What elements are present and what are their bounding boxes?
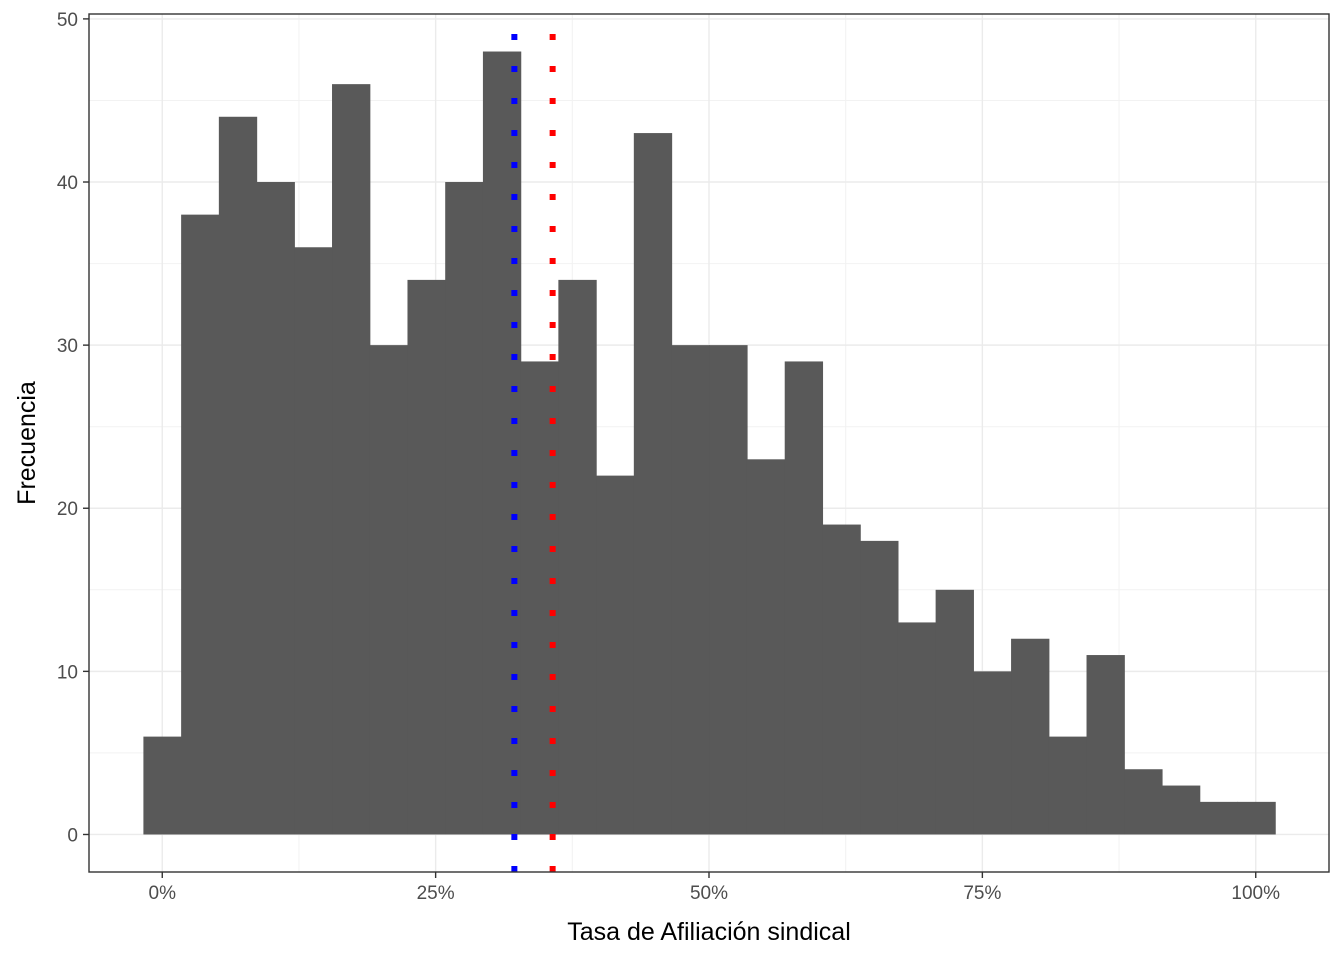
y-axis-title: Frecuencia bbox=[13, 381, 41, 505]
x-axis-title: Tasa de Afiliación sindical bbox=[567, 918, 851, 946]
x-tick-label: 50% bbox=[690, 883, 728, 904]
histogram-bar bbox=[445, 182, 484, 835]
histogram-bar bbox=[256, 182, 295, 835]
histogram-bar bbox=[1086, 655, 1125, 835]
y-tick-label: 10 bbox=[57, 662, 78, 683]
histogram-bar bbox=[143, 736, 182, 835]
histogram-bar bbox=[860, 540, 899, 835]
x-tick-label: 75% bbox=[963, 883, 1001, 904]
histogram-bar bbox=[784, 361, 824, 835]
histogram-bar bbox=[482, 51, 522, 835]
histogram-bar bbox=[1237, 801, 1276, 835]
histogram-bar bbox=[1161, 785, 1201, 835]
histogram-bar bbox=[709, 345, 748, 835]
y-axis-ticks: 0 10 20 30 40 50 bbox=[57, 10, 89, 846]
histogram-bar bbox=[671, 345, 710, 835]
histogram-bar bbox=[822, 524, 861, 835]
x-axis-ticks: 0% 25% 50% 75% 100% bbox=[149, 872, 1280, 904]
histogram-bar bbox=[332, 84, 371, 835]
histogram-bar bbox=[1011, 638, 1050, 835]
histogram-bar bbox=[407, 279, 446, 835]
y-tick-label: 40 bbox=[57, 173, 78, 194]
histogram-bar bbox=[558, 279, 597, 835]
histogram-bar bbox=[369, 345, 409, 835]
histogram-bar bbox=[181, 214, 220, 835]
x-tick-label: 25% bbox=[417, 883, 455, 904]
y-tick-label: 20 bbox=[57, 499, 78, 520]
histogram-bar bbox=[1199, 801, 1239, 835]
y-tick-label: 0 bbox=[67, 825, 78, 846]
y-tick-label: 30 bbox=[57, 336, 78, 357]
histogram-bar bbox=[935, 589, 974, 835]
x-tick-label: 100% bbox=[1231, 883, 1280, 904]
x-tick-label: 0% bbox=[149, 883, 177, 904]
histogram-bar bbox=[1048, 736, 1088, 835]
histogram-bar bbox=[520, 361, 559, 835]
y-tick-label: 50 bbox=[57, 10, 78, 31]
histogram-bars bbox=[143, 51, 1276, 835]
histogram-bar bbox=[294, 247, 333, 835]
histogram-bar bbox=[897, 622, 937, 835]
histogram-bar bbox=[1124, 769, 1163, 835]
histogram-bar bbox=[596, 475, 635, 835]
histogram-bar bbox=[973, 671, 1012, 835]
histogram-bar bbox=[746, 459, 786, 835]
histogram-bar bbox=[218, 116, 258, 835]
histogram-bar bbox=[633, 133, 673, 835]
